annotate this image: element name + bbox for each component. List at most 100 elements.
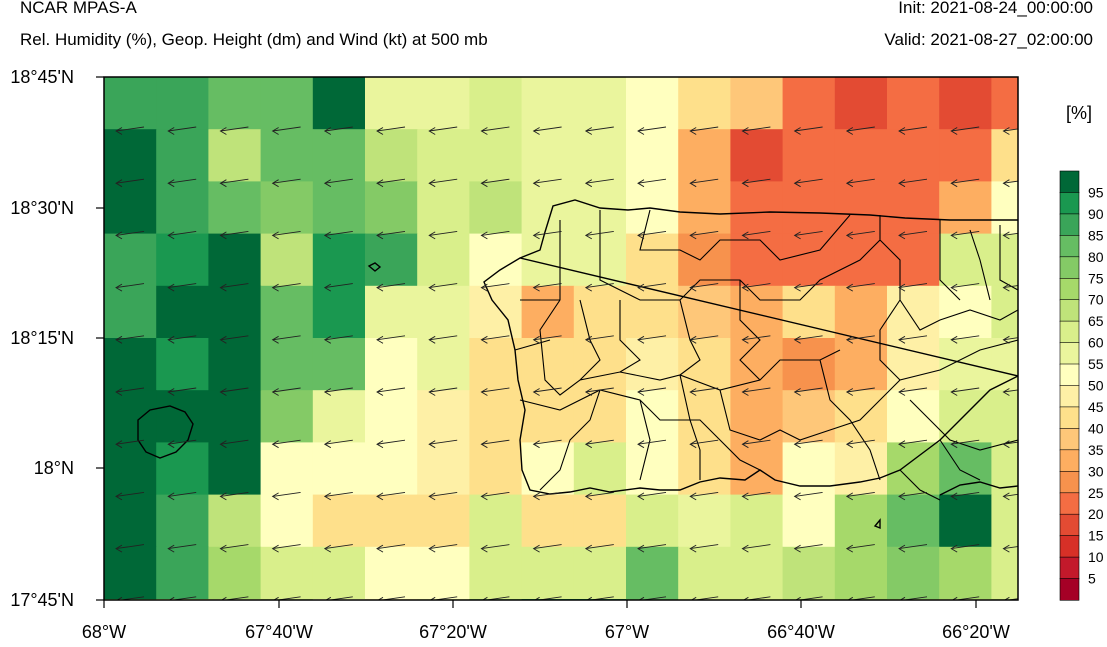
lat-tick-label: 18°45'N (10, 67, 74, 87)
rh-cell (730, 338, 784, 391)
rh-cell (365, 129, 418, 182)
rh-cell (312, 77, 366, 130)
rh-cell (417, 338, 470, 391)
rh-cell (626, 77, 679, 130)
colorbar-tick-label: 45 (1088, 399, 1104, 415)
rh-cell (156, 546, 209, 600)
wind-arrow (323, 126, 353, 135)
wind-arrow (219, 178, 249, 188)
valid-time: Valid: 2021-08-27_02:00:00 (884, 30, 1093, 49)
wind-arrow (376, 178, 406, 188)
wind-arrow (377, 596, 406, 600)
wind-arrow (637, 335, 667, 344)
wind-arrow (532, 230, 562, 240)
rh-cell (156, 599, 209, 600)
wind-arrow (323, 283, 353, 292)
wind-arrow (376, 335, 406, 344)
rh-cell (469, 338, 523, 391)
rh-cell (782, 338, 836, 391)
wind-arrow (376, 491, 406, 501)
colorbar-swatch (1059, 406, 1080, 429)
rh-cell (626, 129, 679, 182)
wind-arrow (376, 230, 406, 240)
wind-arrow (115, 230, 145, 240)
wind-arrow (899, 596, 928, 600)
wind-arrow (637, 439, 667, 449)
wind-arrow (847, 596, 875, 600)
wind-arrow (219, 544, 249, 553)
wind-arrow (167, 335, 197, 344)
wind-arrow (271, 230, 301, 240)
wind-arrow (793, 387, 823, 396)
rh-cell (939, 546, 992, 600)
wind-arrow (323, 491, 353, 501)
wind-arrow (637, 387, 667, 396)
rh-cell (626, 546, 679, 600)
wind-arrow (950, 387, 980, 396)
rh-cell (991, 546, 1018, 600)
colorbar-swatch (1059, 256, 1080, 279)
wind-arrow (481, 596, 510, 600)
wind-arrow (480, 387, 510, 396)
wind-arrow (532, 544, 562, 553)
colorbar-tick-label: 25 (1088, 485, 1104, 501)
colorbar-swatch (1059, 342, 1080, 365)
wind-arrow (480, 283, 510, 292)
rh-cell (991, 77, 1018, 130)
wind-arrow (167, 230, 197, 240)
wind-arrow (637, 126, 667, 135)
rh-cell (678, 390, 731, 443)
wind-arrow (637, 283, 667, 292)
rh-cell (365, 77, 418, 130)
colorbar-swatch (1059, 299, 1080, 322)
lat-tick-label: 18°30'N (10, 198, 74, 218)
wind-arrow (428, 439, 458, 449)
wind-arrow (219, 439, 249, 449)
wind-arrow (898, 439, 928, 449)
rh-cell (521, 129, 575, 182)
lon-tick-label: 68°W (82, 622, 126, 642)
lon-tick-label: 67°W (605, 622, 649, 642)
rh-cell (834, 285, 888, 339)
wind-arrow (532, 439, 562, 449)
wind-arrow (271, 387, 301, 396)
rh-cell (782, 442, 836, 496)
colorbar-swatch (1059, 578, 1080, 601)
rh-cell (678, 494, 731, 548)
rh-cell (312, 494, 366, 548)
rh-cell (573, 494, 627, 548)
colorbar-tick-label: 10 (1088, 549, 1104, 565)
wind-arrow (532, 335, 562, 344)
wind-arrow (950, 544, 980, 553)
rh-cell (208, 181, 262, 235)
wind-arrow (689, 126, 719, 135)
rh-cell (260, 129, 314, 182)
rh-cell (939, 285, 992, 339)
colorbar-swatch (1059, 556, 1080, 580)
rh-cell (312, 599, 366, 600)
rh-cell (887, 285, 940, 339)
rh-cell (678, 442, 731, 496)
rh-cell (626, 285, 679, 339)
rh-cell (573, 285, 627, 339)
wind-arrow (795, 596, 823, 600)
rh-cell (104, 233, 157, 287)
wind-arrow (637, 544, 667, 553)
rh-cell (626, 338, 679, 391)
wind-arrow (376, 126, 406, 135)
rh-cell (312, 181, 366, 235)
wind-arrow (793, 178, 823, 188)
rh-cell (991, 181, 1018, 235)
wind-arrow (115, 387, 145, 396)
rh-cell (834, 599, 888, 600)
puerto-rico-coastline (483, 199, 1018, 495)
rh-cell (573, 338, 627, 391)
rh-cell (312, 338, 366, 391)
wind-arrow (376, 283, 406, 292)
rh-cell (678, 77, 731, 130)
wind-arrow (584, 544, 614, 553)
rh-cell (156, 77, 209, 130)
wind-arrow (167, 283, 197, 292)
wind-arrow (689, 283, 719, 292)
colorbar-swatch (1059, 428, 1080, 451)
